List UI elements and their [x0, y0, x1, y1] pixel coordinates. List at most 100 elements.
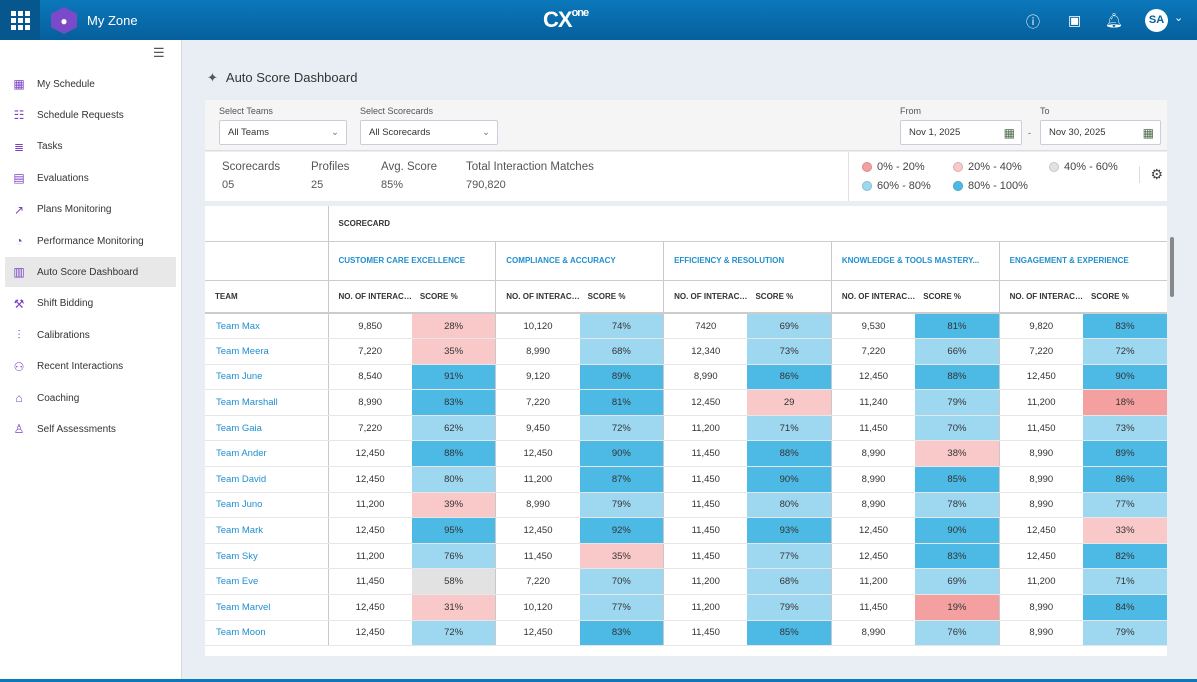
sidebar-item-self-assessments[interactable]: ♙ Self Assessments [5, 414, 176, 444]
interactions-header[interactable]: NO. OF INTERACTI... [495, 280, 580, 314]
score-cell: 81% [915, 313, 1000, 340]
score-cell: 77% [1083, 492, 1167, 519]
scorecards-select[interactable]: All Scorecards ⌄ [360, 120, 498, 145]
bell-icon[interactable]: 🔔︎ [1105, 12, 1123, 28]
scorecard-name-header[interactable]: EFFICIENCY & RESOLUTION [663, 241, 832, 281]
score-header[interactable]: SCORE % [411, 280, 496, 314]
help-icon[interactable]: ⓘ [1026, 14, 1040, 30]
team-link[interactable]: Team David [205, 466, 329, 493]
gear-icon[interactable]: ⚙ [1139, 166, 1163, 183]
team-link[interactable]: Team Meera [205, 338, 329, 365]
team-link[interactable]: Team Max [205, 313, 329, 340]
to-date-input[interactable]: Nov 30, 2025 ▦ [1040, 120, 1161, 145]
interactions-cell: 11,200 [495, 466, 580, 493]
sidebar-item-performance-monitoring[interactable]: ◔ Performance Monitoring [5, 226, 176, 256]
table-row: Team Eve 11,450 58% 7,220 70% 11,200 68% 11,200… [205, 568, 1167, 596]
interactions-cell: 7,220 [495, 389, 580, 416]
score-cell: 83% [579, 620, 664, 647]
avatar[interactable]: SA [1145, 9, 1168, 32]
chevron-down-icon[interactable]: ⌄ [1174, 12, 1184, 24]
sidebar-item-label: Calibrations [37, 329, 90, 341]
score-cell: 77% [747, 543, 832, 570]
sidebar-item-schedule-requests[interactable]: ☷ Schedule Requests [5, 100, 176, 130]
score-cell: 95% [411, 517, 496, 544]
team-link[interactable]: Team Sky [205, 543, 329, 570]
team-link[interactable]: Team Mark [205, 517, 329, 544]
interactions-header[interactable]: NO. OF INTERACTI... [328, 280, 412, 314]
from-date-input[interactable]: Nov 1, 2025 ▦ [900, 120, 1022, 145]
evaluation-icon: ▤ [13, 171, 25, 186]
score-cell: 69% [747, 313, 832, 340]
score-cell: 79% [579, 492, 664, 519]
interactions-cell: 8,540 [328, 364, 412, 391]
interactions-cell: 11,450 [663, 620, 748, 647]
sidebar-item-label: Recent Interactions [37, 361, 124, 373]
scorecard-name-header[interactable]: KNOWLEDGE & TOOLS MASTERY... [830, 241, 1000, 281]
calendar-icon[interactable]: ▦ [1142, 126, 1154, 140]
interactions-cell: 11,450 [663, 543, 748, 570]
interactions-cell: 7,220 [830, 338, 916, 365]
sidebar-item-my-schedule[interactable]: ▦ My Schedule [5, 69, 176, 99]
scorecard-name-header[interactable]: CUSTOMER CARE EXCELLENCE [328, 241, 496, 281]
sidebar: ☰ ▦ My Schedule ☷ Schedule Requests ≣ Tasks ▤ E… [0, 40, 182, 682]
score-cell: 66% [915, 338, 1000, 365]
team-header[interactable]: TEAM [205, 280, 329, 314]
team-link[interactable]: Team June [205, 364, 329, 391]
score-header[interactable]: SCORE % [579, 280, 664, 314]
team-link[interactable]: Team Eve [205, 568, 329, 596]
team-link[interactable]: Team Marvel [205, 594, 329, 621]
interactions-header[interactable]: NO. OF INTERACTI... [998, 280, 1084, 314]
table-row: Team Marvel 12,450 31% 10,120 77% 11,200 79% 11… [205, 594, 1167, 621]
apps-grid-icon[interactable] [0, 0, 40, 40]
interactions-cell: 7420 [663, 313, 748, 340]
team-link[interactable]: Team Marshall [205, 389, 329, 416]
score-cell: 70% [579, 568, 664, 596]
top-bar: ● My Zone CXone ⓘ ▣ 🔔︎ SA ⌄ [0, 0, 1197, 40]
interactions-cell: 8,990 [663, 364, 748, 391]
score-cell: 33% [1083, 517, 1167, 544]
score-cell: 80% [747, 492, 832, 519]
legend-item: 60% - 80% [862, 180, 931, 192]
sidebar-item-shift-bidding[interactable]: ⚒ Shift Bidding [5, 289, 176, 319]
score-header[interactable]: SCORE % [915, 280, 1000, 314]
calendar-list-icon: ☷ [13, 108, 25, 123]
team-link[interactable]: Team Juno [205, 492, 329, 519]
score-cell: 90% [1083, 364, 1167, 391]
teams-label: Select Teams [219, 106, 273, 116]
sidebar-item-coaching[interactable]: ⌂ Coaching [5, 383, 176, 413]
score-header[interactable]: SCORE % [1083, 280, 1167, 314]
sidebar-item-plans-monitoring[interactable]: ↗ Plans Monitoring [5, 195, 176, 225]
table-scrollbar[interactable] [1170, 237, 1174, 297]
sidebar-item-calibrations[interactable]: ⫶ Calibrations [5, 320, 176, 350]
color-legend: 0% - 20% 20% - 40% 40% - 60% 60% - 80% 8… [848, 152, 1167, 201]
table-row: Team Meera 7,220 35% 8,990 68% 12,340 73% 7,220… [205, 338, 1167, 365]
scorecard-name-header[interactable]: ENGAGEMENT & EXPERIENCE [998, 241, 1167, 281]
table-row: Team Gaia 7,220 62% 9,450 72% 11,200 71% 11,450… [205, 415, 1167, 442]
display-icon[interactable]: ▣ [1068, 12, 1082, 28]
scorecard-name-header[interactable]: COMPLIANCE & ACCURACY [495, 241, 664, 281]
score-table: SCORECARD CUSTOMER CARE EXCELLENCE COMPLIA… [205, 206, 1167, 656]
score-header[interactable]: SCORE % [747, 280, 832, 314]
interactions-cell: 11,240 [830, 389, 916, 416]
interactions-cell: 11,450 [663, 440, 748, 468]
table-row: Team Moon 12,450 72% 12,450 83% 11,450 85% 8,99… [205, 620, 1167, 647]
team-link[interactable]: Team Gaia [205, 415, 329, 442]
interactions-cell: 7,220 [328, 415, 412, 442]
team-link[interactable]: Team Ander [205, 440, 329, 468]
gauge-icon: ◔ [15, 234, 23, 248]
interactions-cell: 12,450 [998, 364, 1084, 391]
sidebar-item-label: My Schedule [37, 78, 95, 90]
collapse-sidebar-icon[interactable]: ☰ [153, 45, 165, 60]
calendar-icon[interactable]: ▦ [1003, 126, 1015, 140]
interactions-header[interactable]: NO. OF INTERACTI... [663, 280, 748, 314]
sidebar-item-evaluations[interactable]: ▤ Evaluations [5, 163, 176, 193]
team-link[interactable]: Team Moon [205, 620, 329, 647]
interactions-header[interactable]: NO. OF INTERACTI... [830, 280, 916, 314]
teams-select[interactable]: All Teams ⌄ [219, 120, 347, 145]
interactions-cell: 8,990 [998, 440, 1084, 468]
sidebar-item-recent-interactions[interactable]: ⚇ Recent Interactions [5, 352, 176, 382]
sidebar-item-tasks[interactable]: ≣ Tasks [5, 132, 176, 162]
score-cell: 88% [747, 440, 832, 468]
sidebar-item-auto-score-dashboard[interactable]: ▥ Auto Score Dashboard [5, 257, 176, 288]
filter-bar: Select Teams All Teams ⌄ Select Scorecard… [205, 100, 1167, 151]
